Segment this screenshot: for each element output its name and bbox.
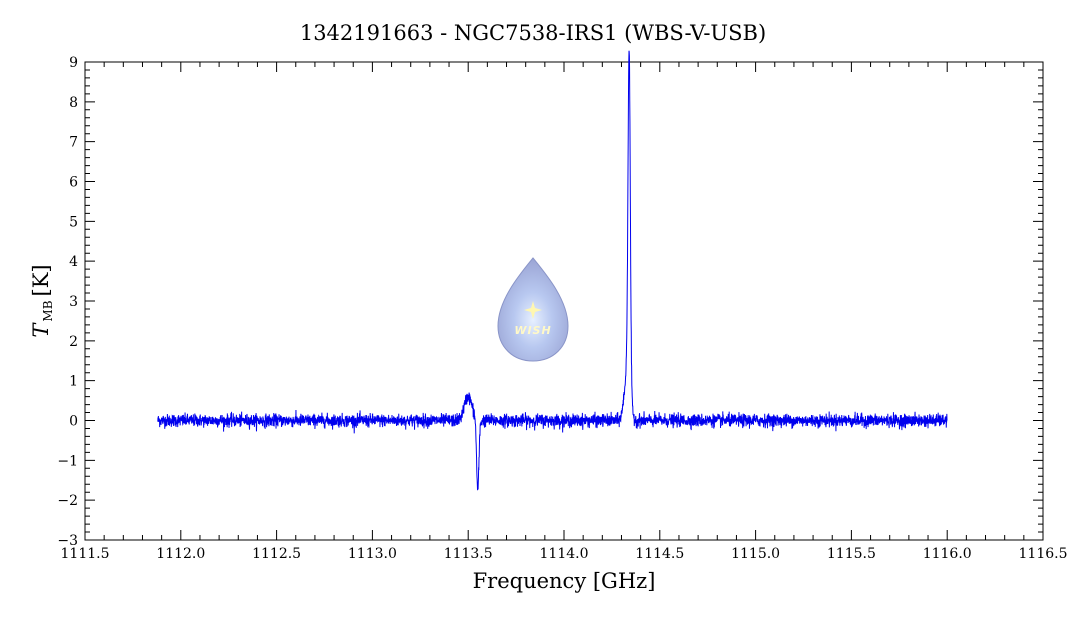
x-tick-label: 1114.0	[540, 546, 589, 562]
y-tick-label: −2	[57, 493, 78, 509]
chart-title: 1342191663 - NGC7538-IRS1 (WBS-V-USB)	[300, 21, 766, 45]
x-tick-label: 1113.5	[444, 546, 493, 562]
y-tick-label: 7	[69, 135, 78, 151]
x-tick-label: 1116.5	[1019, 546, 1067, 562]
x-tick-label: 1113.0	[348, 546, 397, 562]
y-tick-label: 5	[69, 214, 78, 230]
y-tick-label: 3	[69, 294, 78, 310]
spectrum-line	[157, 50, 948, 491]
y-tick-label: 0	[69, 414, 78, 430]
y-tick-label: 6	[69, 175, 78, 191]
plot-frame	[84, 61, 1044, 541]
tick-marks	[84, 61, 1044, 541]
x-tick-label: 1112.0	[156, 546, 205, 562]
wish-logo: WISH	[497, 257, 569, 362]
x-tick-label: 1114.5	[635, 546, 684, 562]
x-tick-label: 1112.5	[252, 546, 301, 562]
y-axis-label-main: T	[29, 322, 53, 338]
y-axis-label: TMB [K]	[29, 264, 55, 337]
y-tick-label: 9	[69, 55, 78, 71]
y-axis-label-unit: [K]	[29, 264, 53, 296]
y-tick-label: 2	[69, 334, 78, 350]
y-tick-label: −3	[57, 533, 78, 549]
y-tick-label: 1	[69, 374, 78, 390]
x-axis-label: Frequency [GHz]	[473, 569, 656, 593]
y-tick-label: 4	[69, 254, 78, 270]
logo-text: WISH	[514, 324, 551, 337]
x-tick-labels: 1111.5 1112.0 1112.5 1113.0 1113.5 1114.0 1114…	[61, 546, 1067, 562]
x-tick-label: 1111.5	[61, 546, 110, 562]
y-tick-label: −1	[57, 453, 78, 469]
star-icon	[524, 301, 542, 319]
y-tick-label: 8	[69, 95, 78, 111]
x-tick-label: 1115.5	[827, 546, 876, 562]
x-tick-label: 1115.0	[731, 546, 780, 562]
x-tick-label: 1116.0	[923, 546, 972, 562]
y-tick-labels: −3 −2 −1 0 1 2 3 4 5 6 7 8 9	[57, 55, 78, 549]
svg-text:TMB[K]: TMB [K]	[29, 264, 55, 337]
axis-ticks	[84, 61, 1044, 541]
y-axis-label-sub: MB	[41, 300, 55, 321]
